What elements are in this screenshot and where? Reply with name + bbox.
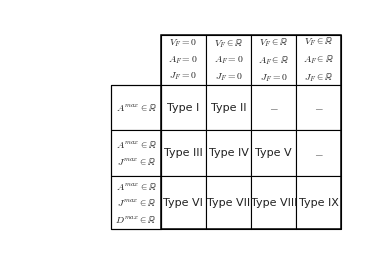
Text: $A^{max} \in \mathbb{R}$
$J^{max} \in \mathbb{R}$: $A^{max} \in \mathbb{R}$ $J^{max} \in \m… xyxy=(116,139,157,167)
Text: Type VI: Type VI xyxy=(163,198,203,208)
Polygon shape xyxy=(251,85,296,130)
Polygon shape xyxy=(112,85,161,130)
Text: Type IX: Type IX xyxy=(299,198,338,208)
Text: $A^{max} \in \mathbb{R}$: $A^{max} \in \mathbb{R}$ xyxy=(116,102,157,113)
Polygon shape xyxy=(206,35,251,85)
Polygon shape xyxy=(296,85,341,130)
Polygon shape xyxy=(206,176,251,229)
Polygon shape xyxy=(296,130,341,176)
Polygon shape xyxy=(112,130,161,176)
Polygon shape xyxy=(161,85,206,130)
Text: $V_F \in \mathbb{R}$
$A_F \in \mathbb{R}$
$J_F = 0$: $V_F \in \mathbb{R}$ $A_F \in \mathbb{R}… xyxy=(258,36,289,83)
Polygon shape xyxy=(296,176,341,229)
Text: $-$: $-$ xyxy=(314,148,324,158)
Polygon shape xyxy=(112,176,161,229)
Polygon shape xyxy=(296,35,341,85)
Polygon shape xyxy=(251,176,296,229)
Text: $V_F = 0$
$A_F = 0$
$J_F = 0$: $V_F = 0$ $A_F = 0$ $J_F = 0$ xyxy=(168,38,198,82)
Polygon shape xyxy=(161,130,206,176)
Polygon shape xyxy=(161,35,206,85)
Text: $A^{max} \in \mathbb{R}$
$J^{max} \in \mathbb{R}$
$D^{max} \in \mathbb{R}$: $A^{max} \in \mathbb{R}$ $J^{max} \in \m… xyxy=(115,181,157,225)
Polygon shape xyxy=(206,85,251,130)
Text: Type V: Type V xyxy=(256,148,292,158)
Polygon shape xyxy=(112,35,161,85)
Text: $V_F \in \mathbb{R}$
$A_F \in \mathbb{R}$
$J_F \in \mathbb{R}$: $V_F \in \mathbb{R}$ $A_F \in \mathbb{R}… xyxy=(303,36,334,84)
Polygon shape xyxy=(251,130,296,176)
Text: Type VIII: Type VIII xyxy=(251,198,297,208)
Text: Type I: Type I xyxy=(167,102,199,113)
Polygon shape xyxy=(161,176,206,229)
Text: Type VII: Type VII xyxy=(207,198,250,208)
Text: $V_F \in \mathbb{R}$
$A_F = 0$
$J_F = 0$: $V_F \in \mathbb{R}$ $A_F = 0$ $J_F = 0$ xyxy=(214,37,243,83)
Text: Type II: Type II xyxy=(211,102,246,113)
Polygon shape xyxy=(251,35,296,85)
Text: $-$: $-$ xyxy=(269,102,278,113)
Text: Type IV: Type IV xyxy=(209,148,248,158)
Text: Type III: Type III xyxy=(164,148,203,158)
Text: $-$: $-$ xyxy=(314,102,324,113)
Polygon shape xyxy=(206,130,251,176)
